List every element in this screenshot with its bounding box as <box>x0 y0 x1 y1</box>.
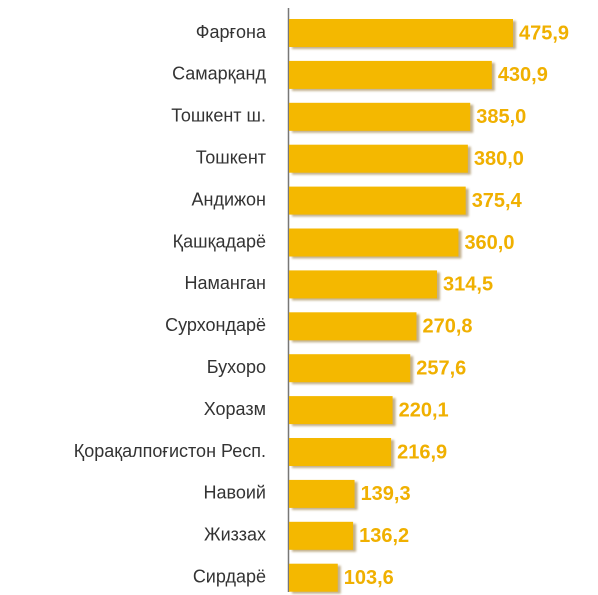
value-label: 139,3 <box>361 483 411 505</box>
value-label: 475,9 <box>519 22 569 44</box>
value-label: 314,5 <box>443 274 493 296</box>
category-label: Жиззах <box>204 525 266 545</box>
category-label: Қашқадарё <box>173 231 266 251</box>
category-label: Андижон <box>192 189 267 209</box>
value-label: 257,6 <box>416 357 466 379</box>
bar <box>289 312 417 341</box>
category-label: Тошкент <box>196 147 266 167</box>
category-label: Сурхондарё <box>165 315 266 335</box>
bar <box>289 354 411 383</box>
bar <box>289 396 393 425</box>
category-label: Навоий <box>204 483 267 503</box>
bar <box>289 144 468 173</box>
bar <box>289 19 513 47</box>
category-label: Хоразм <box>204 399 266 419</box>
category-label: Бухоро <box>207 357 266 377</box>
value-label: 360,0 <box>464 232 514 254</box>
bar <box>289 563 338 592</box>
category-label: Тошкент ш. <box>171 106 266 126</box>
bar <box>289 438 392 466</box>
bar <box>289 60 492 89</box>
value-label: 103,6 <box>344 567 394 589</box>
bar <box>289 228 459 257</box>
value-label: 375,4 <box>472 190 523 212</box>
bar <box>289 479 355 508</box>
value-label: 385,0 <box>476 106 526 128</box>
category-label: Наманган <box>185 273 266 293</box>
category-label: Сирдарё <box>193 566 266 586</box>
value-label: 216,9 <box>397 441 447 463</box>
category-label: Қорақалпоғистон Респ. <box>74 441 266 461</box>
category-label: Фарғона <box>196 22 267 42</box>
bar <box>289 102 471 131</box>
bar <box>289 521 354 550</box>
value-label: 270,8 <box>422 316 472 338</box>
value-label: 220,1 <box>399 399 449 421</box>
value-label: 430,9 <box>498 64 548 86</box>
bar <box>289 186 466 215</box>
value-label: 136,2 <box>359 525 409 547</box>
value-label: 380,0 <box>474 148 524 170</box>
category-label: Самарқанд <box>172 64 266 84</box>
bar <box>289 270 438 299</box>
